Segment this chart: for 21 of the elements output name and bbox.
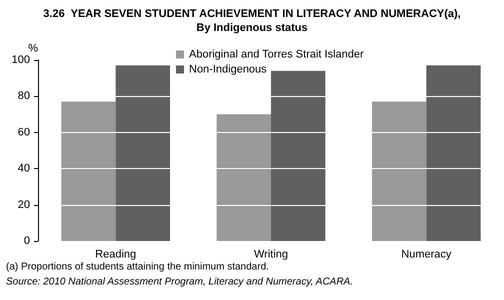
y-axis-title: % (28, 42, 38, 54)
text: (a) Proportions of students attaining the minimum standard. (6, 262, 269, 272)
bar (61, 102, 116, 241)
y-tick-label: 60 (18, 126, 30, 138)
bar (271, 70, 326, 241)
chart-title: 3.26 YEAR SEVEN STUDENT ACHIEVEMENT IN LITERACY AND NUMERACY(a), By Indigenous status (43, 8, 461, 34)
source-note: Source: 2010 National Assessment Program, Literacy and Numeracy, ACARA. (6, 276, 354, 288)
legend-label: Aboriginal and Torres Strait Islander (189, 48, 364, 60)
bar (426, 65, 481, 241)
y-tick-label: 80 (18, 90, 30, 102)
x-tick-label: Reading (95, 248, 136, 260)
y-tick-label: 100 (12, 54, 30, 66)
x-tick-label: Numeracy (401, 248, 452, 260)
bar (116, 65, 170, 241)
x-tick-label: Writing (254, 248, 288, 260)
y-tick-label: 0 (24, 235, 30, 247)
y-tick-label: 40 (18, 162, 30, 175)
legend-label: Non-Indigenous (189, 64, 268, 76)
y-tick-label: 20 (18, 198, 30, 211)
bar (216, 114, 271, 241)
bar (372, 102, 426, 241)
